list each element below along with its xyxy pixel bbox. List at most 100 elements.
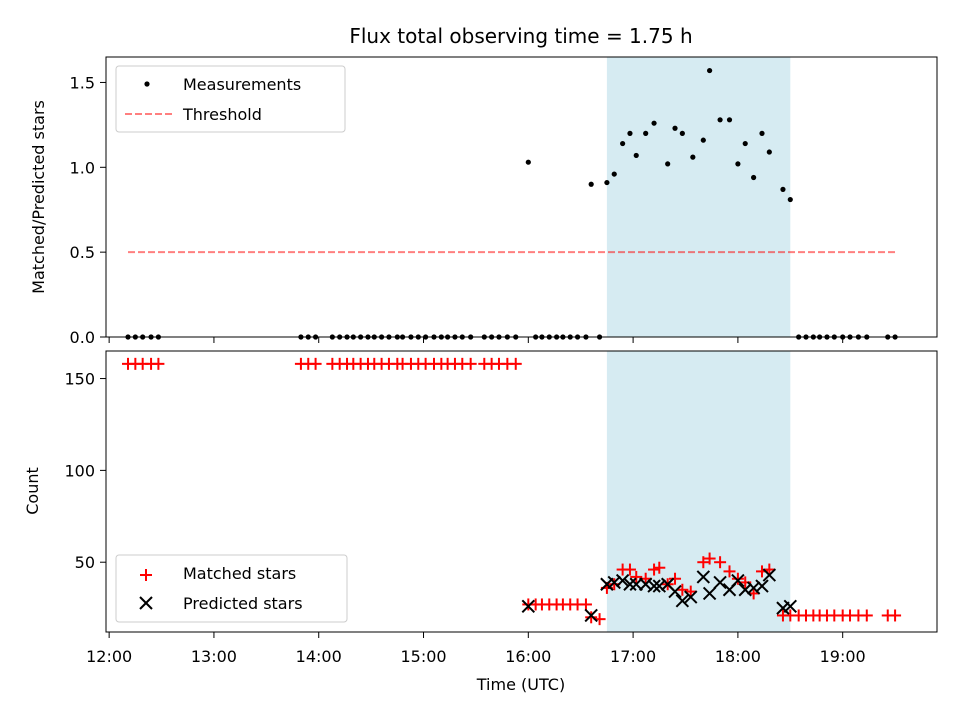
bottom-y-tick-label: 150 [64,370,95,389]
measurement-point [751,174,757,181]
top-legend: Measurements Threshold [115,65,346,133]
matched-star-point [697,556,710,569]
legend-predicted-label: Predicted stars [183,594,303,613]
predicted-star-point [675,594,690,608]
x-tick-label: 17:00 [610,647,656,666]
measurement-point [700,137,706,143]
measurement-point [611,171,617,177]
matched-star-point [669,572,682,585]
measurement-point [787,196,793,203]
measurement-point [679,130,685,136]
x-tick-label: 14:00 [296,647,342,666]
measurement-point [633,152,639,159]
top-legend-box [115,65,346,133]
chart-title: Flux total observing time = 1.75 h [349,24,692,48]
measurement-point [525,159,531,165]
matched-star-point [763,563,776,576]
predicted-star-point [652,579,667,593]
predicted-star-point [702,586,717,601]
predicted-star-point [521,599,536,613]
matched-star-point [731,572,744,585]
measurement-point [735,161,741,167]
top-x-ticks [108,337,844,343]
bottom-legend: Matched stars Predicted stars [115,554,348,623]
predicted-star-point [783,599,797,613]
x-tick-label: 18:00 [715,647,761,666]
matched-star-point [464,357,477,370]
predicted-star-point [638,577,653,591]
predicted-star-point [584,608,598,623]
predicted-star-point [713,575,727,590]
top-y-tick-label: 1.0 [70,158,95,177]
matched-star-point [579,598,592,611]
top-y-tick-label: 0.5 [70,243,95,262]
x-tick-label: 16:00 [505,647,551,666]
top-y-tick-label: 1.5 [70,73,95,92]
predicted-star-point [615,573,630,588]
predicted-star-point [731,573,745,588]
measurement-point [651,120,657,126]
legend-matched-marker [140,569,152,581]
top-y-ticks: 0.0 0.5 1.0 1.5 [70,73,106,347]
predicted-star-point [762,568,777,582]
bottom-y-axis-label: Count [23,467,42,515]
x-tick-label: 19:00 [820,647,866,666]
legend-threshold-label: Threshold [182,105,262,124]
matched-star-point [653,561,666,574]
measurement-point [588,181,594,187]
legend-predicted-marker [139,596,153,610]
matched-star-point [889,609,902,622]
x-axis-label: Time (UTC) [476,675,565,694]
predicted-star-point [696,570,711,584]
measurement-point [780,186,786,192]
measurement-point [759,130,765,136]
matched-star-point [623,563,636,576]
matched-star-point [309,357,322,370]
matched-star-point [676,583,689,596]
measurement-point [726,117,733,123]
measurement-point [627,130,633,136]
matched-star-point [723,565,736,578]
matched-star-point [509,357,522,370]
x-tick-label: 12:00 [86,647,132,666]
bottom-y-ticks: 50 100 150 [64,370,106,572]
predicted-star-point [623,577,637,591]
predicted-stars-group [521,568,797,623]
measurement-point [717,117,723,123]
x-tick-label: 15:00 [400,647,446,666]
predicted-star-point [746,581,761,595]
top-y-tick-label: 0.0 [70,328,95,347]
measurement-point [672,125,678,131]
matched-star-point [703,552,716,565]
measurement-point [665,161,671,167]
bottom-x-ticks: 12:00 13:00 14:00 15:00 16:00 17:00 18:00 19:00 [86,632,866,666]
matched-stars-group [122,357,902,626]
bottom-legend-box [115,554,348,623]
predicted-star-point [684,590,698,604]
measurement-point [620,140,626,147]
matched-star-point [630,570,643,583]
legend-measurements-marker [144,81,150,87]
matched-star-point [714,556,727,569]
predicted-star-point [755,579,769,593]
predicted-star-point [738,583,752,597]
measurement-point [604,179,610,186]
top-y-axis-label: Matched/Predicted stars [29,100,48,294]
measurement-point [690,154,696,160]
bottom-y-tick-label: 100 [64,461,95,480]
legend-measurements-label: Measurements [183,75,301,94]
top-axes-frame [105,56,938,338]
matched-star-point [860,609,873,622]
predicted-star-point [607,575,621,590]
measurement-point [707,67,713,74]
measurement-point [742,140,748,147]
predicted-star-point [647,579,661,593]
bottom-y-tick-label: 50 [75,553,95,572]
measurement-point [643,130,649,136]
predicted-star-point [668,584,682,599]
measurement-point [766,149,772,155]
matched-star-point [152,357,165,370]
bottom-axes-frame [105,350,938,633]
